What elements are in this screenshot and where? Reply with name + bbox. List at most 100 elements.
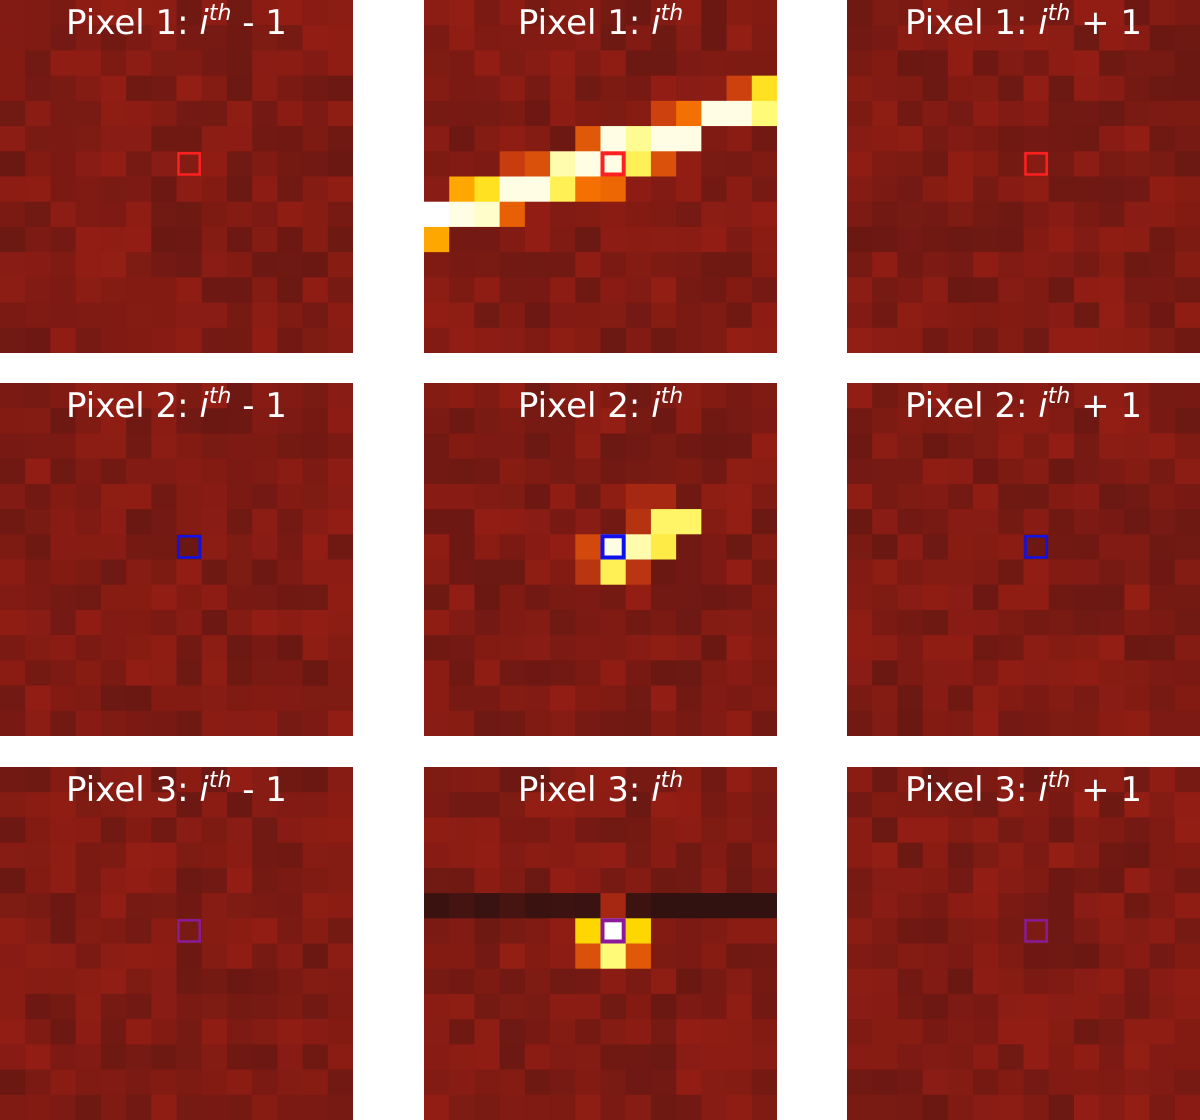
heatmap-cell <box>1124 1069 1151 1096</box>
heatmap-cell <box>499 226 526 253</box>
heatmap-cell <box>50 302 77 329</box>
heatmap-cell <box>650 383 677 409</box>
heatmap-cell <box>302 151 329 178</box>
heatmap-cell <box>650 918 677 945</box>
heatmap-cell <box>474 534 501 561</box>
heatmap-cell <box>176 50 203 77</box>
heatmap-cell <box>676 50 702 77</box>
heatmap-plot <box>424 0 777 353</box>
heatmap-cell <box>550 943 576 970</box>
heatmap-cell <box>676 817 702 844</box>
heatmap-cell <box>1099 201 1125 228</box>
heatmap-cell <box>0 635 26 661</box>
heatmap-cell <box>550 817 576 844</box>
heatmap-cell <box>252 968 278 995</box>
heatmap-cell <box>751 767 777 793</box>
heatmap-cell <box>252 277 278 304</box>
heatmap-cell <box>676 75 702 102</box>
heatmap-cell <box>176 559 203 586</box>
heatmap-cell <box>922 408 949 435</box>
heatmap-cell <box>1149 710 1176 736</box>
heatmap-cell <box>151 893 178 919</box>
heatmap-cell <box>75 767 102 793</box>
heatmap-cell <box>600 1044 627 1071</box>
heatmap-cell <box>126 50 152 77</box>
heatmap-cell <box>897 584 924 611</box>
heatmap-cell <box>151 767 178 793</box>
heatmap-cell <box>449 151 476 178</box>
heatmap-cell <box>1099 893 1125 919</box>
heatmap-cell <box>176 75 203 102</box>
heatmap-cell <box>449 867 476 894</box>
heatmap-cell <box>600 0 627 26</box>
heatmap-cell <box>302 559 329 586</box>
heatmap-cell <box>998 252 1025 278</box>
heatmap-cell <box>600 176 627 203</box>
heatmap-cell <box>176 609 203 636</box>
heatmap-cell <box>25 1069 52 1096</box>
heatmap-cell <box>751 226 777 253</box>
heatmap-cell <box>252 1069 278 1096</box>
heatmap-cell <box>1023 792 1050 819</box>
heatmap-cell <box>474 126 501 152</box>
heatmap-cell <box>897 151 924 178</box>
heatmap-cell <box>126 918 152 945</box>
heatmap-cell <box>922 458 949 485</box>
heatmap-cell <box>897 943 924 970</box>
heatmap-cell <box>0 458 26 485</box>
heatmap-cell <box>1124 383 1151 409</box>
heatmap-cell <box>1048 458 1075 485</box>
heatmap-cell <box>600 408 627 435</box>
heatmap-cell <box>201 176 228 203</box>
heatmap-cell <box>226 408 253 435</box>
title-variable: i <box>1038 386 1048 426</box>
heatmap-cell <box>625 408 652 435</box>
heatmap-cell <box>1149 226 1176 253</box>
heatmap-cell <box>302 25 329 52</box>
heatmap-cell <box>474 1044 501 1071</box>
heatmap-cell <box>897 609 924 636</box>
heatmap-cell <box>998 584 1025 611</box>
heatmap-cell <box>0 660 26 687</box>
heatmap-cell <box>575 126 602 152</box>
heatmap-cell <box>897 25 924 52</box>
heatmap-cell <box>277 226 304 253</box>
heatmap-cell <box>847 609 873 636</box>
heatmap-cell <box>176 584 203 611</box>
heatmap-cell <box>524 968 551 995</box>
heatmap-cell <box>650 25 677 52</box>
heatmap-cell <box>872 993 899 1020</box>
title-variable: i <box>1038 3 1048 43</box>
heatmap-cell <box>973 685 999 712</box>
heatmap-cell <box>449 0 476 26</box>
heatmap-cell <box>600 458 627 485</box>
heatmap-cell <box>126 609 152 636</box>
heatmap-cell <box>302 968 329 995</box>
heatmap-cell <box>1073 126 1100 152</box>
heatmap-cell <box>847 327 873 353</box>
panel-title: Pixel 2: ith <box>424 386 777 426</box>
heatmap-cell <box>499 75 526 102</box>
heatmap-cell <box>327 1069 353 1096</box>
heatmap-cell <box>550 126 576 152</box>
heatmap-cell <box>100 792 127 819</box>
heatmap-cell <box>600 867 627 894</box>
heatmap-cell <box>100 509 127 535</box>
heatmap-cell <box>625 685 652 712</box>
heatmap-cell <box>201 867 228 894</box>
heatmap-cell <box>625 226 652 253</box>
heatmap-cell <box>1048 201 1075 228</box>
heatmap-cell <box>1099 226 1125 253</box>
heatmap-cell <box>676 483 702 510</box>
heatmap-cell <box>625 609 652 636</box>
heatmap-cell <box>625 302 652 329</box>
heatmap-panel: Pixel 3: ith + 1 <box>847 767 1200 1120</box>
heatmap-cell <box>1023 635 1050 661</box>
heatmap-cell <box>701 277 728 304</box>
heatmap-cell <box>1099 817 1125 844</box>
heatmap-cell <box>524 226 551 253</box>
heatmap-cell <box>176 1094 203 1120</box>
heatmap-cell <box>201 842 228 869</box>
heatmap-panel: Pixel 3: ith <box>424 767 777 1120</box>
heatmap-cell <box>1174 176 1200 203</box>
